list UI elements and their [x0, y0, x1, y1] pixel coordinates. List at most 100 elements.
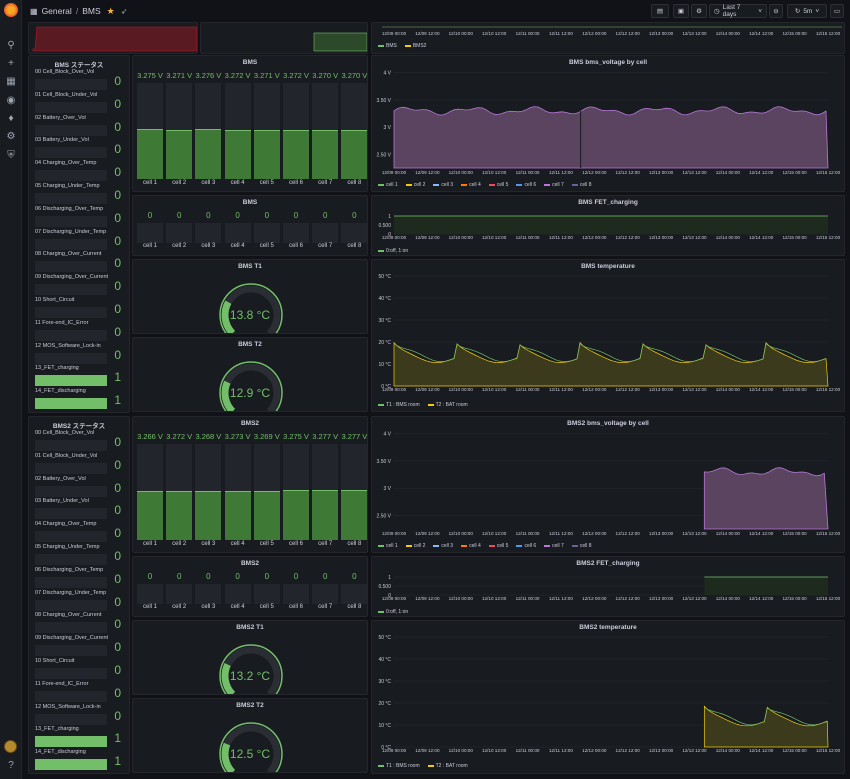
legend-item[interactable]: cell 5	[488, 182, 508, 188]
legend-item[interactable]: T1 : BMS room	[378, 402, 420, 408]
legend-item[interactable]: cell 7	[544, 182, 564, 188]
legend-item-bms[interactable]: BMS	[378, 43, 397, 49]
star-icon[interactable]: ★	[106, 5, 115, 16]
x-tick-label: 12/13 00:00	[648, 748, 674, 753]
legend-item[interactable]: 0:off, 1:on	[378, 609, 408, 615]
x-tick-label: 12/09 00:00	[381, 596, 407, 601]
cell-label: cell 5	[259, 243, 274, 249]
gear-icon[interactable]: ⚙	[6, 131, 16, 142]
legend-item[interactable]: cell 1	[378, 182, 398, 188]
fet-legend: 0:off, 1:on	[378, 248, 408, 254]
search-icon[interactable]: ⚲	[7, 40, 15, 51]
refresh-picker[interactable]: ↻ 5m ˅	[787, 4, 827, 18]
cell-voltage-fill	[195, 491, 222, 540]
status-label: 05 Charging_Under_Temp	[35, 544, 100, 550]
legend-item[interactable]: cell 3	[433, 543, 453, 549]
status-bar	[35, 398, 107, 410]
legend-item[interactable]: cell 5	[488, 543, 508, 549]
status-bar	[35, 599, 107, 611]
y-tick-label: 2.50 V	[377, 513, 392, 519]
balance-bar	[341, 584, 367, 604]
legend-item-bms2[interactable]: BMS2	[404, 43, 426, 49]
status-value: 0	[114, 210, 121, 225]
cell-voltage-fill	[224, 130, 251, 179]
t1-series-line	[393, 342, 827, 363]
x-tick-label: 12/12 00:00	[582, 531, 607, 536]
balance-value: 0	[293, 572, 299, 581]
legend-item[interactable]: T1 : BMS room	[378, 763, 420, 769]
legend-label: cell 2	[413, 543, 426, 549]
status-row: 08 Charging_Over_Current 0	[33, 251, 125, 273]
breadcrumb: ▦ General / BMS	[30, 6, 101, 16]
legend-item[interactable]: cell 2	[405, 543, 426, 549]
fet-area	[704, 577, 828, 595]
x-tick-label: 12/11 12:00	[548, 531, 573, 536]
legend-item[interactable]: cell 4	[461, 182, 481, 188]
explore-icon[interactable]: ◉	[6, 95, 16, 106]
dashboards-grid-icon: ▦	[30, 6, 38, 16]
status-label: 08 Charging_Over_Current	[35, 612, 102, 619]
add-panel-button[interactable]: ▤	[651, 4, 669, 18]
legend-item[interactable]: cell 8	[571, 182, 592, 188]
plus-icon[interactable]: +	[8, 58, 14, 69]
status-bar	[35, 645, 107, 657]
legend-item[interactable]: cell 8	[571, 543, 592, 549]
cell-label: cell 1	[142, 243, 157, 249]
bms1-t1-gauge-panel: BMS T1 13.8 °C	[132, 259, 368, 334]
breadcrumb-dashboard[interactable]: BMS	[82, 6, 101, 16]
y-tick-label: 10 °C	[378, 723, 391, 729]
x-tick-label: 12/10 12:00	[482, 387, 507, 392]
gauge-fill	[221, 380, 236, 411]
time-range-picker[interactable]: ◷ Last 7 days ˅	[709, 4, 767, 18]
x-tick-label: 12/15 00:00	[782, 531, 807, 536]
legend-item[interactable]: T2 : BAT room	[427, 763, 468, 769]
legend-item[interactable]: cell 4	[461, 543, 481, 549]
avatar[interactable]	[4, 740, 17, 753]
x-tick-label: 12/09 00:00	[381, 531, 407, 536]
legend-label: T1 : BMS room	[386, 402, 420, 408]
grafana-logo-icon[interactable]	[4, 3, 18, 17]
fet-area	[394, 216, 828, 234]
dashboards-icon[interactable]: ▦	[6, 76, 16, 87]
legend-item[interactable]: cell 6	[516, 543, 536, 549]
cell-voltage-bar	[253, 83, 280, 179]
zoom-out-button[interactable]: ⊖	[769, 4, 783, 18]
cell-voltage-fill	[166, 130, 193, 179]
alerting-bell-icon[interactable]: ♦	[8, 113, 14, 124]
x-tick-label: 12/14 12:00	[749, 748, 774, 753]
legend-item[interactable]: cell 6	[516, 182, 536, 188]
panel-title: BMS ステータス	[54, 62, 104, 69]
tv-mode-button[interactable]: ▭	[830, 4, 844, 18]
legend-item[interactable]: cell 1	[378, 543, 398, 549]
x-tick-label: 12/11 00:00	[515, 531, 540, 536]
x-tick-label: 12/13 12:00	[682, 531, 707, 536]
x-tick-label: 12/13 00:00	[648, 170, 674, 175]
legend-item[interactable]: T2 : BAT room	[427, 402, 468, 408]
legend-item[interactable]: 0:off, 1:on	[378, 248, 408, 254]
status-value: 0	[114, 457, 121, 472]
save-dashboard-button[interactable]: ▣	[673, 4, 689, 18]
settings-button[interactable]: ⚙	[691, 4, 707, 18]
status-label: 02 Battery_Over_Vol	[35, 114, 86, 121]
status-row: 09 Discharging_Over_Current 0	[33, 635, 125, 657]
x-tick-label: 12/15 00:00	[782, 748, 807, 753]
share-icon[interactable]: ➶	[120, 6, 128, 16]
status-value: 0	[114, 256, 121, 271]
cell-label: cell 4	[230, 604, 245, 610]
x-tick-label: 12/10 00:00	[448, 596, 473, 601]
top-x-axis: 12/09 00:00 12/09 12:00 12/10 00:00 12/10 1…	[372, 31, 844, 39]
breadcrumb-folder[interactable]: General	[41, 6, 72, 16]
legend-item[interactable]: cell 3	[433, 182, 453, 188]
sidebar: ⚲ + ▦ ◉ ♦ ⚙ ⛨ ?	[0, 0, 22, 779]
shield-icon[interactable]: ⛨	[7, 150, 15, 161]
status-bar	[35, 440, 107, 451]
cell-voltage-bar	[283, 83, 309, 179]
y-tick-label: 0.500	[378, 223, 391, 229]
legend-item[interactable]: cell 7	[544, 543, 564, 549]
cell-voltage-value: 3.276 V	[195, 71, 222, 80]
status-label: 10 Short_Circuit	[35, 658, 75, 664]
x-tick-label: 12/10 12:00	[482, 748, 507, 753]
legend-item[interactable]: cell 2	[405, 182, 425, 188]
help-icon[interactable]: ?	[8, 760, 14, 771]
